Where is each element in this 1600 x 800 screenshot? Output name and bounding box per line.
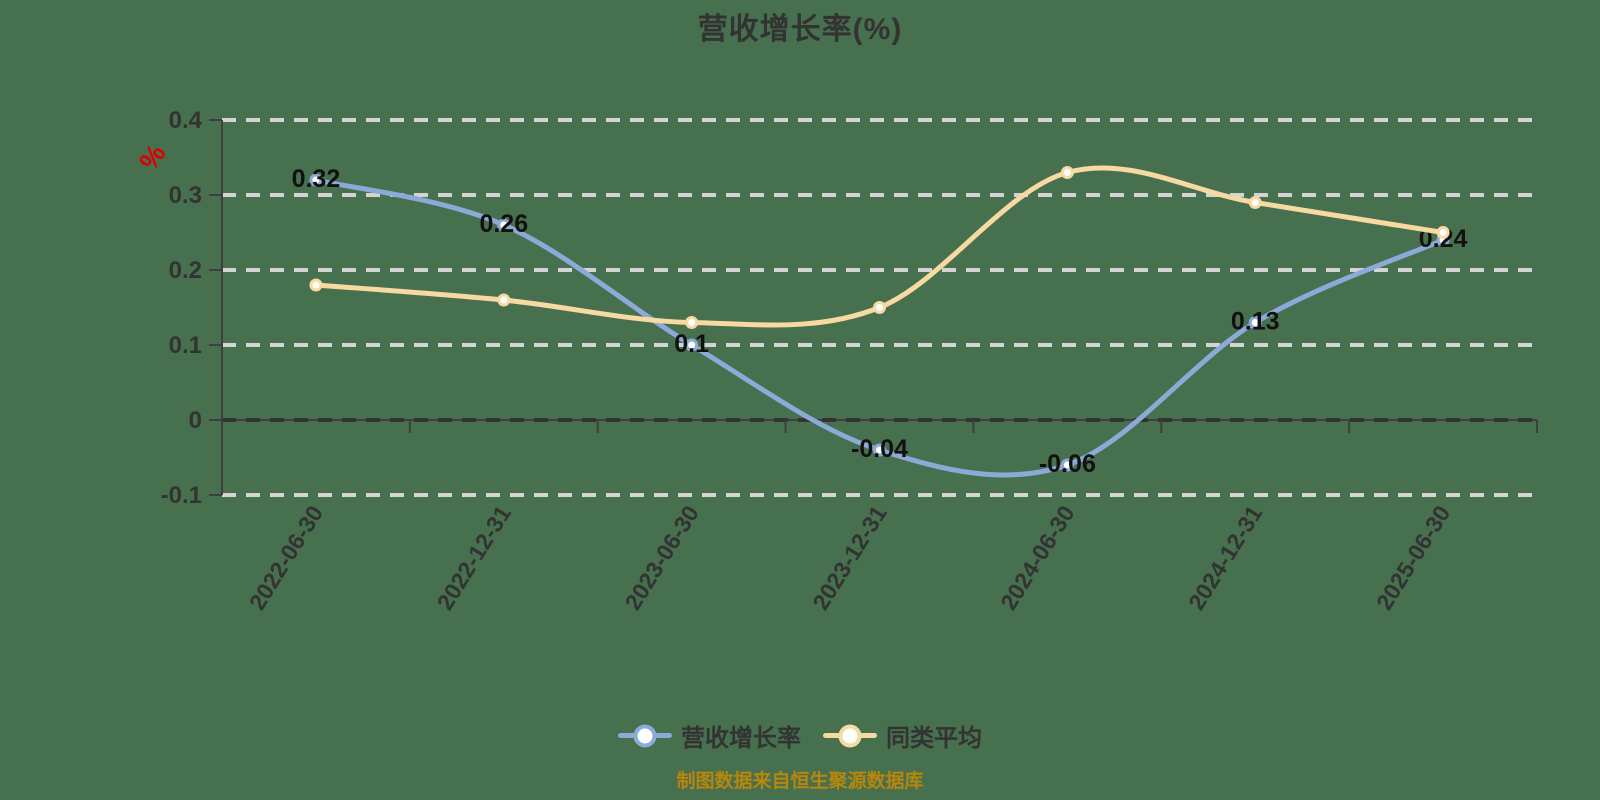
series-main-point-marker[interactable] <box>1060 458 1074 472</box>
data-point-label: 0.32 <box>292 165 341 193</box>
data-point-label: 0.1 <box>674 330 709 358</box>
legend-label-avg: 同类平均 <box>886 725 982 752</box>
x-axis-label: 2024-12-31 <box>1183 501 1268 615</box>
data-point-label: 0.26 <box>479 210 528 238</box>
legend-dot-avg-icon <box>838 724 862 747</box>
data-point-label: -0.06 <box>1039 450 1096 478</box>
series-avg-point-marker[interactable] <box>309 278 323 292</box>
y-axis-tick-label: 0 <box>189 407 202 434</box>
y-axis-tick-label: 0.2 <box>169 257 202 284</box>
legend-dot-main-icon <box>633 724 657 747</box>
y-axis-tick-label: 0.4 <box>169 107 203 134</box>
data-source-note: 制图数据来自恒生聚源数据库 <box>676 771 924 792</box>
series-avg-point-marker[interactable] <box>1436 226 1450 239</box>
series-avg-point-marker[interactable] <box>685 316 699 329</box>
series-avg-point-marker[interactable] <box>497 293 511 307</box>
y-axis-tick-label: 0.3 <box>169 182 202 209</box>
x-axis-label: 2023-06-30 <box>619 501 703 615</box>
chart-title: 营收增长率(%) <box>697 13 903 46</box>
series-main-point-marker[interactable] <box>1248 316 1262 329</box>
x-axis-label: 2024-06-30 <box>995 501 1079 615</box>
series-main-point-marker[interactable] <box>873 443 886 457</box>
series-avg-point-marker[interactable] <box>1060 166 1074 179</box>
x-axis-label: 2023-12-31 <box>807 501 892 615</box>
x-axis-label: 2025-06-30 <box>1371 501 1455 615</box>
legend-line-main-icon <box>618 724 672 747</box>
x-axis-label: 2022-06-30 <box>244 501 328 615</box>
data-point-label: -0.04 <box>851 435 908 463</box>
legend: 营收增长率 同类平均 <box>0 718 1600 753</box>
legend-item-main[interactable]: 营收增长率 <box>618 718 801 753</box>
series-avg-point-marker[interactable] <box>873 301 886 314</box>
series-main-point-marker[interactable] <box>497 218 511 232</box>
series-avg-point-marker[interactable] <box>1248 196 1262 209</box>
y-axis-tick-label: -0.1 <box>161 482 202 509</box>
legend-item-avg[interactable]: 同类平均 <box>823 718 982 753</box>
x-axis-label: 2022-12-31 <box>432 501 517 615</box>
legend-line-avg-icon <box>823 724 877 747</box>
y-axis-tick-label: 0.1 <box>169 332 202 359</box>
series-main-point-marker[interactable] <box>685 338 699 352</box>
data-point-label: 0.13 <box>1231 308 1280 336</box>
legend-label-main: 营收增长率 <box>681 725 801 752</box>
series-main-point-marker[interactable] <box>309 173 323 187</box>
